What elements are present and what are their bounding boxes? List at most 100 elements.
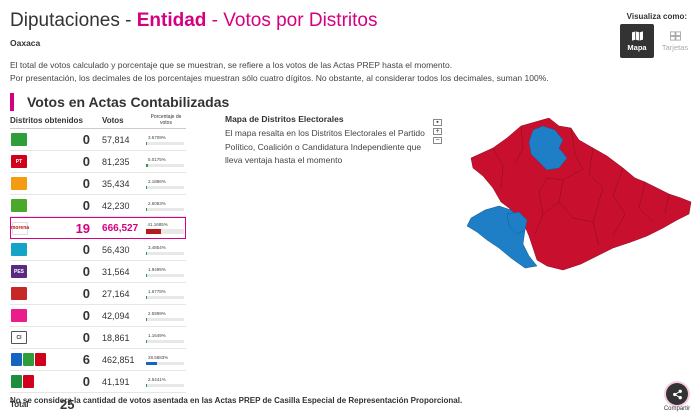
- party-logo-icon: [11, 133, 27, 146]
- percentage-value: 1.9495%: [148, 266, 166, 272]
- col-districts-header: Distritos obtenidos: [10, 115, 83, 125]
- page-title: Diputaciones - Entidad - Votos por Distr…: [10, 10, 377, 32]
- map-reset-button[interactable]: ▪: [433, 119, 442, 126]
- districts-count: 0: [82, 132, 90, 147]
- percentage-cell: 2.5999%: [146, 311, 186, 321]
- share-label: Compartir: [663, 406, 691, 412]
- info-note: El total de votos calculado y porcentaje…: [10, 59, 580, 85]
- percentage-value: 28.5883%: [148, 354, 169, 360]
- districts-count: 0: [82, 154, 90, 169]
- party-logo-icon: PES: [11, 265, 27, 278]
- title-suffix: - Votos por Distritos: [206, 10, 378, 31]
- districts-count: 0: [82, 264, 90, 279]
- percentage-value: 41.1685%: [147, 222, 168, 227]
- party-cell: 0: [10, 286, 98, 301]
- table-row[interactable]: 0 42,230 2.6083%: [10, 195, 186, 217]
- percentage-value: 2.1886%: [148, 178, 166, 184]
- map-view-button[interactable]: Mapa: [620, 24, 654, 58]
- percentage-cell: 3.5709%: [146, 135, 186, 145]
- oaxaca-districts-map[interactable]: [463, 118, 695, 274]
- zoom-in-button[interactable]: +: [433, 128, 442, 135]
- party-logo-part-icon: [11, 375, 22, 388]
- table-row[interactable]: 0 35,434 2.1886%: [10, 173, 186, 195]
- districts-count: 0: [82, 374, 90, 389]
- percentage-value: 2.5999%: [148, 310, 166, 316]
- percentage-cell: 2.1886%: [146, 179, 186, 189]
- share-icon: [666, 383, 688, 405]
- table-row[interactable]: morena 19 666,527 41.1685%: [10, 217, 186, 239]
- districts-count: 0: [82, 242, 90, 257]
- percentage-bar-fill: [146, 295, 147, 299]
- table-body: 0 57,814 3.5709% PT 0 81,235 5.0175% 0 35,434 2.1…: [10, 129, 186, 393]
- percentage-cell: 28.5883%: [146, 355, 186, 365]
- party-logo-icon: [11, 177, 27, 190]
- table-row[interactable]: 6 462,851 28.5883%: [10, 349, 186, 371]
- votes-count: 81,235: [102, 156, 130, 167]
- party-cell: 6: [10, 352, 98, 367]
- party-cell: 0: [10, 132, 98, 147]
- district-borders: [492, 125, 670, 247]
- map-description: El mapa resalta en los Distritos Elector…: [225, 128, 425, 165]
- zoom-out-button[interactable]: −: [433, 137, 442, 144]
- map-region-blue-north[interactable]: [528, 125, 568, 171]
- party-cell: morena 19: [11, 221, 98, 236]
- percentage-cell: 1.6778%: [146, 289, 186, 299]
- votes-count: 57,814: [102, 134, 130, 145]
- party-logo-icon: PT: [11, 155, 27, 168]
- party-cell: CI 0: [10, 330, 98, 345]
- percentage-bar-track: [146, 295, 184, 299]
- districts-count: 0: [82, 330, 90, 345]
- percentage-bar-fill: [146, 339, 147, 343]
- party-logo-part-icon: [35, 353, 46, 366]
- percentage-bar-fill: [146, 361, 157, 365]
- percentage-bar-fill: [146, 317, 147, 321]
- party-logo-icon: morena: [11, 221, 29, 235]
- party-logo-icon: [11, 353, 46, 366]
- party-cell: 0: [10, 176, 98, 191]
- percentage-value: 3.4854%: [148, 244, 166, 250]
- table-row[interactable]: 0 57,814 3.5709%: [10, 129, 186, 151]
- map-icon: [631, 30, 643, 41]
- table-row[interactable]: CI 0 18,861 1.1649%: [10, 327, 186, 349]
- table-row[interactable]: 0 42,094 2.5999%: [10, 305, 186, 327]
- map-title: Mapa de Distritos Electorales: [225, 114, 344, 124]
- percentage-bar-track: [146, 251, 184, 255]
- total-label: Total: [10, 399, 29, 409]
- votes-count: 56,430: [102, 244, 130, 255]
- votes-count: 666,527: [102, 222, 139, 234]
- total-row: Total 25: [10, 395, 186, 413]
- percentage-bar-track: [146, 141, 184, 145]
- footer-note: No se considera la cantidad de votos ase…: [10, 396, 463, 405]
- districts-count: 19: [75, 220, 91, 236]
- districts-count: 0: [82, 176, 90, 191]
- cards-view-button[interactable]: Tarjetas: [658, 24, 692, 58]
- votes-count: 27,164: [102, 288, 130, 299]
- table-row[interactable]: PT 0 81,235 5.0175%: [10, 151, 186, 173]
- table-row[interactable]: PES 0 31,564 1.9495%: [10, 261, 186, 283]
- title-entity: Entidad: [136, 10, 207, 31]
- party-cell: PES 0: [10, 264, 98, 279]
- percentage-bar-fill: [146, 185, 147, 189]
- percentage-bar-track: [146, 273, 184, 277]
- party-logo-icon: [11, 199, 27, 212]
- cards-view-label: Tarjetas: [661, 42, 689, 52]
- table-row[interactable]: 0 56,430 3.4854%: [10, 239, 186, 261]
- map-region-blue-coast[interactable]: [506, 211, 528, 235]
- table-row[interactable]: 0 41,191 2.5441%: [10, 371, 186, 393]
- party-logo-part-icon: [11, 353, 22, 366]
- section-title: Votos en Actas Contabilizadas: [27, 94, 230, 110]
- percentage-bar-track: [146, 163, 184, 167]
- share-button[interactable]: Compartir: [660, 383, 694, 412]
- votes-table: Distritos obtenidos Votos Porcentaje de …: [10, 112, 186, 413]
- info-note-line-2: Por presentación, los decimales de los p…: [10, 73, 549, 83]
- percentage-bar-fill: [146, 383, 147, 387]
- districts-count: 0: [82, 286, 90, 301]
- percentage-value: 1.1649%: [148, 332, 166, 338]
- party-cell: 0: [10, 198, 98, 213]
- percentage-value: 1.6778%: [148, 288, 166, 294]
- party-logo-icon: [11, 309, 27, 322]
- cards-icon: [669, 30, 681, 41]
- entity-name: Oaxaca: [10, 38, 41, 48]
- table-row[interactable]: 0 27,164 1.6778%: [10, 283, 186, 305]
- col-votes-header: Votos: [102, 115, 124, 125]
